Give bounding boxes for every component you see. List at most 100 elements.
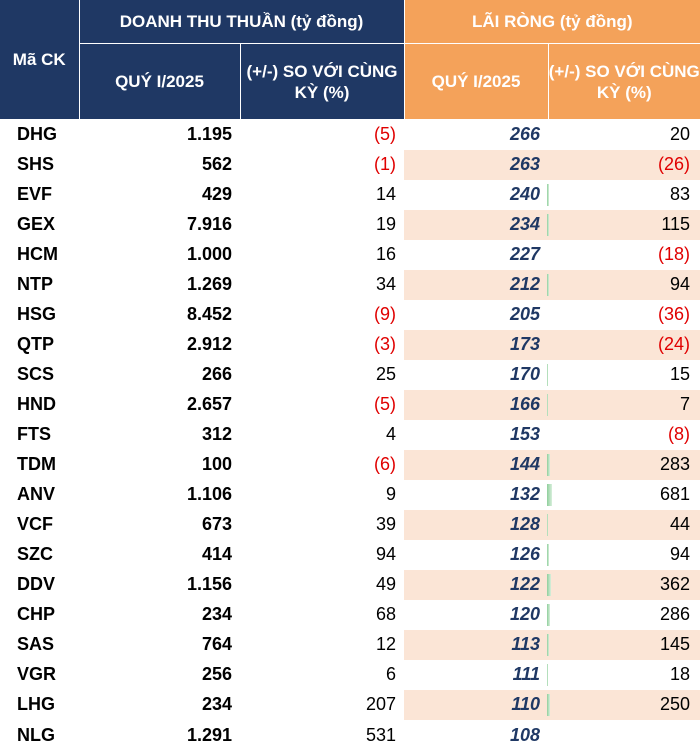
table-row: VGR 256 6 111 18 <box>0 660 700 690</box>
revenue-change-cell: (9) <box>374 304 397 324</box>
revenue-change-cell: 9 <box>386 484 397 504</box>
revenue-cell: 414 <box>201 544 232 564</box>
revenue-change-cell: 12 <box>375 634 397 654</box>
ticker-cell: HSG <box>17 304 57 324</box>
profit-growth-bar <box>547 483 553 506</box>
net-profit-cell: 153 <box>509 424 541 444</box>
net-profit-cell: 110 <box>404 689 551 720</box>
table-row: DHG 1.195 (5) 266 20 <box>0 119 700 150</box>
profit-growth-bar <box>547 213 550 236</box>
net-profit-change-cell: 7 <box>548 389 700 420</box>
table-row: VCF 673 39 128 44 <box>0 509 700 540</box>
profit-growth-bar <box>547 453 551 476</box>
table-row: HSG 8.452 (9) 205 (36) <box>0 300 700 330</box>
net-profit-change-cell: 15 <box>669 364 691 384</box>
revenue-change-cell: 531 <box>365 724 397 745</box>
header-dt-quy: QUÝ I/2025 <box>79 43 241 119</box>
table-row: FTS 312 4 153 (8) <box>0 420 700 450</box>
ticker-cell: QTP <box>17 334 55 354</box>
revenue-change-cell: (1) <box>374 154 397 174</box>
table-row: LHG 234 207 110 250 <box>0 689 700 720</box>
revenue-cell: 100 <box>201 454 232 474</box>
header-ma-ck: Mã CK <box>0 0 80 120</box>
profit-growth-bar <box>547 513 549 536</box>
revenue-change-cell: (3) <box>374 334 397 354</box>
profit-growth-bar <box>547 603 551 626</box>
revenue-cell: 562 <box>201 154 232 174</box>
header-doanh-thu: DOANH THU THUẦN (tỷ đồng) <box>79 0 405 44</box>
net-profit-cell: 132 <box>404 480 553 510</box>
revenue-change-cell: (6) <box>374 454 397 474</box>
revenue-cell: 8.452 <box>186 304 232 324</box>
net-profit-cell: 173 <box>404 329 549 360</box>
net-profit-cell: 227 <box>509 244 541 264</box>
net-profit-cell: 128 <box>404 509 549 540</box>
net-profit-cell: 111 <box>404 660 549 690</box>
net-profit-cell: 166 <box>404 389 549 420</box>
table-row: EVF 429 14 240 83 <box>0 180 700 210</box>
header-dt-change: (+/-) SO VỚI CÙNG KỲ (%) <box>240 43 405 119</box>
revenue-change-cell: (5) <box>374 123 397 144</box>
revenue-cell: 7.916 <box>186 214 232 234</box>
revenue-change-cell: 39 <box>375 514 397 534</box>
profit-growth-bar <box>547 693 551 716</box>
net-profit-cell: 144 <box>404 449 551 480</box>
table-row: NTP 1.269 34 212 94 <box>0 269 700 300</box>
header-lr-quy: QUÝ I/2025 <box>404 43 549 119</box>
table-row: SCS 266 25 170 15 <box>0 360 700 390</box>
revenue-cell: 673 <box>201 514 232 534</box>
ticker-cell: SZC <box>17 544 53 564</box>
net-profit-change-cell: 18 <box>669 664 691 684</box>
net-profit-cell: 126 <box>404 540 550 570</box>
net-profit-change-cell: 94 <box>669 544 691 564</box>
profit-growth-bar <box>547 393 549 416</box>
net-profit-cell: 240 <box>404 180 550 210</box>
revenue-cell: 764 <box>201 634 232 654</box>
revenue-change-cell: 14 <box>375 184 397 204</box>
revenue-change-cell: 25 <box>375 364 397 384</box>
net-profit-change-cell: 115 <box>548 209 700 240</box>
revenue-change-cell: 16 <box>375 244 397 264</box>
net-profit-change-cell: 20 <box>669 123 691 144</box>
net-profit-change-cell: 145 <box>548 629 700 660</box>
ticker-cell: SCS <box>17 364 55 384</box>
profit-growth-bar <box>547 663 549 686</box>
net-profit-change-cell: (8) <box>668 424 691 444</box>
net-profit-change-cell: (36) <box>658 304 691 324</box>
net-profit-change-cell: 250 <box>548 689 700 720</box>
revenue-cell: 1.000 <box>186 244 232 264</box>
ticker-cell: NLG <box>17 724 55 745</box>
net-profit-change-cell: 286 <box>659 604 691 624</box>
revenue-cell: 1.156 <box>186 574 232 594</box>
net-profit-cell: 122 <box>404 569 552 600</box>
revenue-cell: 234 <box>201 604 232 624</box>
net-profit-change-cell: 94 <box>548 269 700 300</box>
table-row: ANV 1.106 9 132 681 <box>0 480 700 510</box>
net-profit-cell: 113 <box>404 629 550 660</box>
net-profit-cell: 212 <box>404 269 550 300</box>
table-row: CHP 234 68 120 286 <box>0 600 700 630</box>
table-row: QTP 2.912 (3) 173 (24) <box>0 329 700 360</box>
revenue-cell: 1.291 <box>186 724 232 745</box>
revenue-cell: 1.195 <box>186 123 232 144</box>
net-profit-change-cell: (26) <box>548 149 700 180</box>
table-row: SZC 414 94 126 94 <box>0 540 700 570</box>
net-profit-change-cell: 83 <box>669 184 691 204</box>
revenue-change-cell: 4 <box>386 424 397 444</box>
net-profit-cell: 170 <box>404 360 549 390</box>
table-row: DDV 1.156 49 122 362 <box>0 569 700 600</box>
revenue-change-cell: 207 <box>365 694 397 714</box>
profit-growth-bar <box>547 543 550 566</box>
table-header: Mã CK DOANH THU THUẦN (tỷ đồng) LÃI RÒNG… <box>0 0 700 120</box>
net-profit-change-cell: (24) <box>548 329 700 360</box>
ticker-cell: SHS <box>17 154 55 174</box>
revenue-cell: 256 <box>201 664 232 684</box>
revenue-cell: 1.269 <box>186 274 232 294</box>
net-profit-change-cell: 681 <box>659 484 691 504</box>
ticker-cell: DHG <box>17 124 57 144</box>
revenue-cell: 429 <box>201 184 232 204</box>
ticker-cell: CHP <box>17 604 56 624</box>
table-row: SHS 562 (1) 263 (26) <box>0 149 700 180</box>
